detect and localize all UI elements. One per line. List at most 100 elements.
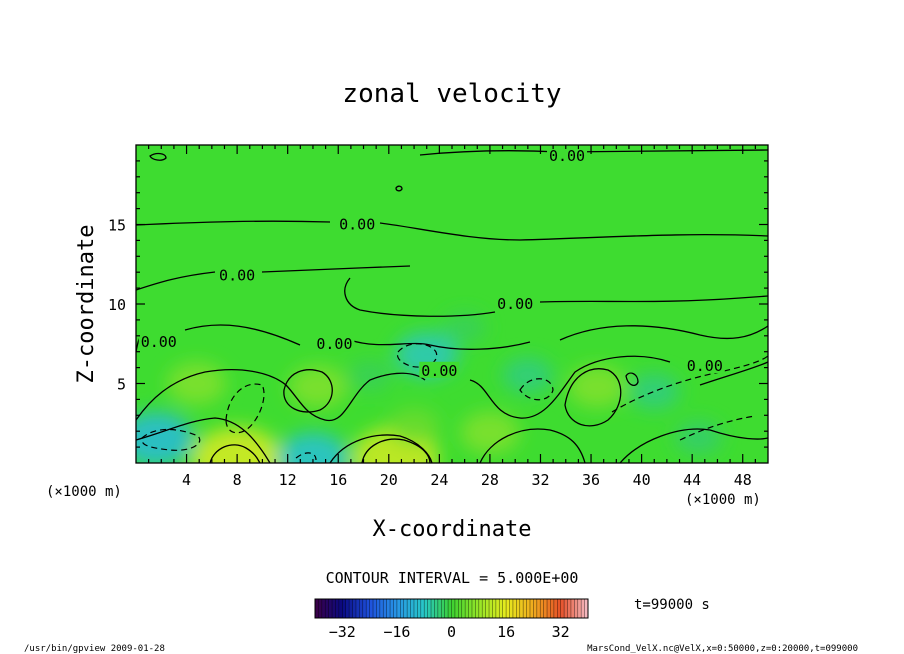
field-blob-10	[502, 357, 554, 394]
axis-ticks	[136, 145, 768, 463]
colorbar-cell	[454, 599, 459, 618]
colorbar-cell	[533, 599, 538, 618]
colorbar-cell	[567, 599, 572, 618]
colorbar-cell	[386, 599, 391, 618]
colorbar-cell	[321, 599, 326, 618]
contour-line-neg-7	[295, 452, 317, 461]
x-tick-label-6: 28	[481, 471, 499, 489]
colorbar-tick-labels: −32 −16 0 16 32	[329, 623, 570, 641]
field-blobs	[136, 312, 722, 463]
colorbar-cell	[512, 599, 517, 618]
colorbar-cell	[560, 599, 565, 618]
contour-lines-negative	[141, 343, 768, 461]
contour-line-local-5	[625, 372, 639, 387]
colorbar-tick-label-2: 0	[447, 623, 456, 641]
contour-label-bg-0	[547, 147, 588, 164]
footer-right: MarsCond_VelX.nc@VelX,x=0:50000,z=0:2000…	[587, 644, 858, 654]
x-tick-label-5: 24	[430, 471, 448, 489]
colorbar-tick-label-3: 16	[497, 623, 515, 641]
contour-line-5	[136, 355, 768, 422]
y-tick-label-2: 15	[108, 217, 126, 235]
colorbar-cell	[581, 599, 586, 618]
x-tick-label-7: 32	[531, 471, 549, 489]
colorbar-cell	[492, 599, 497, 618]
colorbar-cell	[325, 599, 330, 618]
x-tick-label-8: 36	[582, 471, 600, 489]
colorbar-cell	[427, 599, 432, 618]
colorbar-cell	[437, 599, 442, 618]
colorbar-cell	[489, 599, 493, 618]
contour-label-bg-5	[314, 334, 355, 351]
colorbar	[314, 599, 589, 618]
contour-labels: 0.00 0.00 0.00 0.00 0.00 0.00 0.00 0.00	[138, 147, 725, 380]
contour-line-local-4	[283, 369, 333, 413]
colorbar-cell	[451, 599, 456, 618]
contour-interval-label: CONTOUR INTERVAL = 5.000E+00	[326, 569, 579, 587]
colorbar-cell	[475, 599, 480, 618]
colorbar-cell	[485, 599, 490, 618]
colorbar-cell	[550, 599, 555, 618]
colorbar-cell	[519, 599, 524, 618]
x-tick-label-10: 44	[683, 471, 701, 489]
contour-label-0: 0.00	[549, 147, 585, 165]
colorbar-cell	[355, 599, 360, 618]
contour-label-3: 0.00	[497, 295, 533, 313]
contour-line-neg-3	[225, 383, 265, 434]
contour-line-local-7	[395, 185, 403, 192]
contour-line-local-3	[564, 368, 622, 427]
colorbar-tick-label-4: 32	[552, 623, 570, 641]
colorbar-cell	[400, 599, 405, 618]
colorbar-cell	[526, 599, 531, 618]
contour-label-4: 0.00	[141, 333, 177, 351]
colorbar-cell	[495, 599, 500, 618]
contour-line-12	[136, 265, 768, 317]
colorbar-cell	[461, 599, 466, 618]
contour-label-bg-1	[337, 215, 378, 232]
colorbar-cell	[570, 599, 575, 618]
colorbar-cell	[478, 599, 483, 618]
colorbar-cell	[393, 599, 398, 618]
y-tick-label-0: 5	[117, 376, 126, 394]
field-blob-4	[567, 365, 627, 408]
colorbar-cell	[574, 599, 579, 618]
colorbar-cell	[407, 599, 412, 618]
colorbar-cell	[523, 599, 528, 618]
colorbar-cell	[516, 599, 521, 618]
colorbar-cell	[328, 599, 333, 618]
colorbar-cell	[448, 599, 452, 618]
colorbar-cell	[482, 599, 487, 618]
colorbar-cell	[369, 599, 374, 618]
x-unit-right: (×1000 m)	[685, 492, 761, 508]
field-blob-7	[136, 412, 194, 463]
field-blob-6	[388, 408, 440, 445]
field-blob-3	[288, 365, 348, 408]
colorbar-cell	[383, 599, 388, 618]
colorbar-cell	[557, 599, 562, 618]
field-blob-11	[628, 373, 680, 410]
contour-line-neg-1	[141, 428, 201, 451]
contour-line-2	[136, 417, 768, 463]
contour-label-bg-6	[419, 361, 460, 378]
colorbar-cell	[502, 599, 507, 618]
colorbar-cell	[403, 599, 408, 618]
colorbar-cell	[373, 599, 377, 618]
colorbar-cell	[345, 599, 350, 618]
colorbar-cell	[338, 599, 343, 618]
footer-left: /usr/bin/gpview 2009-01-28	[24, 644, 165, 654]
contour-label-bg-4	[138, 333, 179, 350]
colorbar-cell	[315, 599, 319, 618]
colorbar-cell	[506, 599, 511, 618]
contour-label-2: 0.00	[219, 266, 255, 284]
contour-line-15	[136, 220, 768, 241]
colorbar-cell	[540, 599, 545, 618]
colorbar-cell	[509, 599, 514, 618]
colorbar-cell	[444, 599, 449, 618]
colorbar-cell	[547, 599, 551, 618]
colorbar-tick-label-0: −32	[329, 623, 356, 641]
colorbar-cell	[458, 599, 463, 618]
field-blob-14	[443, 312, 487, 344]
x-tick-label-11: 48	[734, 471, 752, 489]
colorbar-cell	[376, 599, 381, 618]
